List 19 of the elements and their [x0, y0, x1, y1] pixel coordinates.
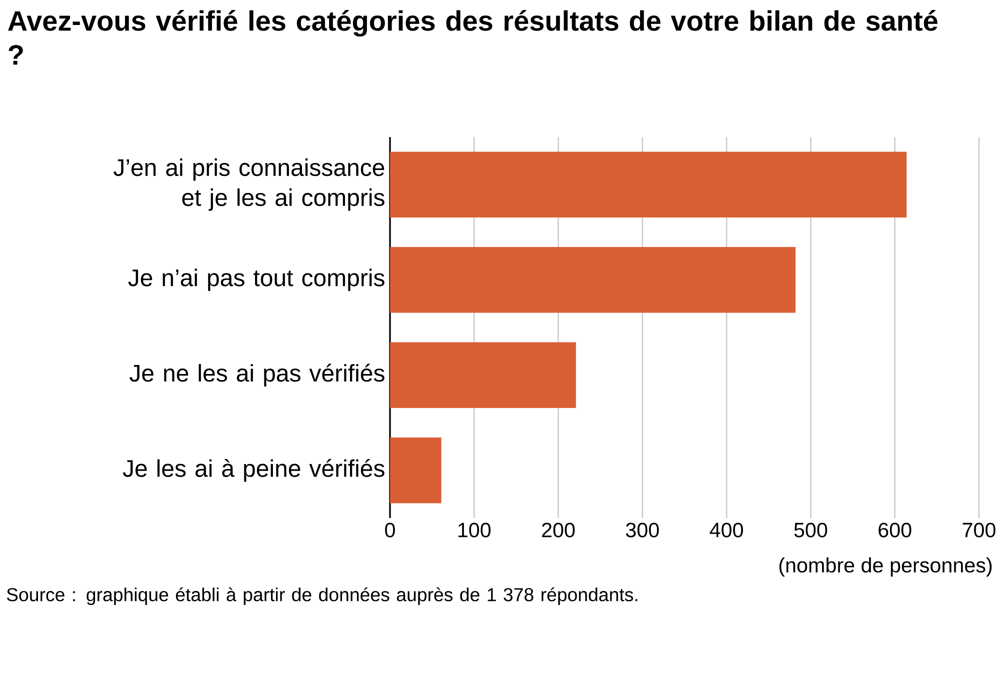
bar [390, 342, 576, 408]
bar [390, 247, 796, 313]
y-tick-label: Je ne les ai pas vérifiés [130, 364, 384, 386]
x-tick-label: 700 [962, 522, 996, 538]
source-note: Source : graphique établi à partir de données auprès de 1 378 répondants. [6, 587, 638, 605]
y-tick-label: J’en ai pris connaissance et je les ai compris [114, 158, 384, 211]
x-tick-label: 300 [626, 522, 659, 538]
bar [390, 152, 907, 218]
chart-title: Avez-vous vérifié les catégories des résultats de votre bilan de santé ? [8, 10, 938, 65]
bar [390, 438, 442, 504]
y-tick-label: Je n’ai pas tout compris [128, 268, 384, 292]
x-tick-label: 600 [878, 522, 912, 538]
x-tick-label: 500 [794, 522, 828, 538]
x-tick-label: 400 [710, 522, 743, 538]
x-tick-label: 200 [542, 522, 575, 538]
y-tick-label: Je les ai à peine vérifiés [122, 459, 384, 482]
x-tick-label: 0 [385, 522, 395, 538]
x-axis-title: (nombre de personnes) [779, 557, 992, 577]
x-tick-label: 100 [458, 522, 491, 538]
